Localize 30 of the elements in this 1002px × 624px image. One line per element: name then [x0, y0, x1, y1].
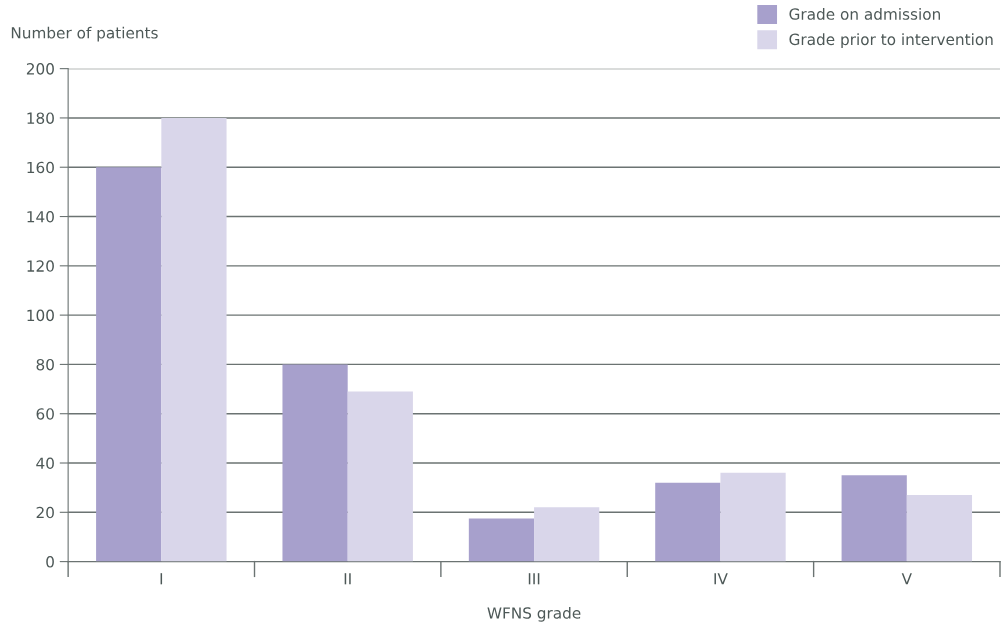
y-tick-label: 0	[46, 556, 54, 568]
y-tick-label: 180	[27, 112, 54, 124]
bar	[906, 495, 973, 562]
bar	[534, 507, 600, 562]
legend-label: Grade on admission	[789, 8, 940, 20]
bar	[347, 391, 413, 562]
y-tick-label: 40	[36, 457, 54, 470]
x-axis-title: WFNS grade	[487, 606, 581, 622]
bar	[96, 167, 162, 562]
legend-label: Grade prior to intervention	[789, 33, 993, 49]
y-tick-label: 20	[36, 506, 54, 519]
y-tick-label: 120	[27, 260, 54, 272]
x-tick-label: IV	[714, 573, 728, 585]
y-tick-label: 200	[26, 63, 54, 75]
y-tick-label: 140	[27, 210, 54, 223]
bar	[161, 117, 227, 562]
bar	[841, 475, 907, 562]
x-tick-label: V	[901, 573, 912, 585]
x-tick-label: II	[344, 573, 351, 585]
y-axis-title: Number of patients	[11, 26, 158, 42]
y-tick-label: 160	[27, 161, 54, 174]
y-tick-label: 60	[36, 408, 54, 420]
y-tick-label: 80	[36, 358, 54, 371]
bar	[468, 518, 535, 562]
bar	[720, 472, 786, 562]
x-tick-label: III	[528, 573, 540, 585]
x-tick-label: I	[160, 573, 163, 585]
bar	[655, 482, 721, 562]
bar	[282, 364, 348, 562]
y-tick-label: 100	[27, 309, 54, 322]
